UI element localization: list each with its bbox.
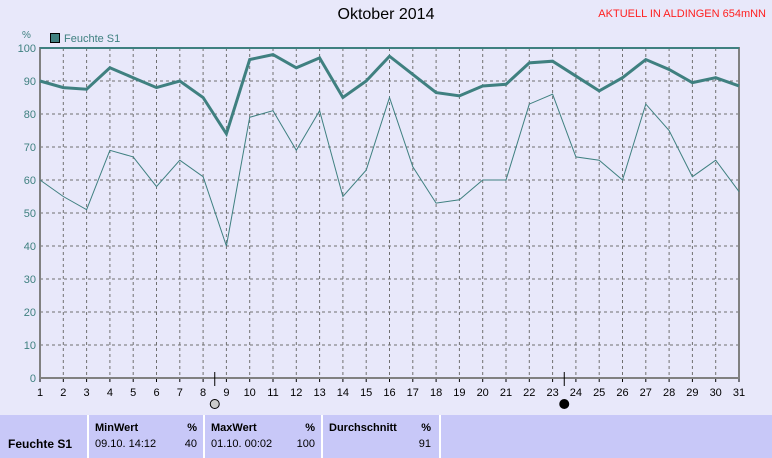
x-tick-label: 27 bbox=[640, 387, 652, 399]
x-tick-label: 18 bbox=[430, 387, 442, 399]
x-tick-label: 31 bbox=[733, 387, 745, 399]
y-tick-label: 0 bbox=[30, 373, 36, 385]
x-tick-label: 14 bbox=[337, 387, 349, 399]
x-tick-label: 2 bbox=[60, 387, 66, 399]
y-tick-label: 50 bbox=[24, 208, 36, 220]
x-tick-label: 29 bbox=[686, 387, 698, 399]
stats-table: Feuchte S1 MinWert% 09.10. 14:12 40 MaxWer… bbox=[0, 415, 772, 458]
legend-label: Feuchte S1 bbox=[64, 33, 120, 45]
full-moon-icon bbox=[209, 399, 220, 409]
x-tick-label: 8 bbox=[200, 387, 206, 399]
x-tick-label: 17 bbox=[407, 387, 419, 399]
y-tick-label: 20 bbox=[24, 307, 36, 319]
min-date: 09.10. 14:12 bbox=[95, 438, 157, 450]
x-tick-label: 21 bbox=[500, 387, 512, 399]
x-tick-label: 10 bbox=[244, 387, 256, 399]
max-date: 01.10. 00:02 bbox=[211, 438, 273, 450]
avg-unit: % bbox=[421, 422, 431, 434]
y-tick-label: 60 bbox=[24, 175, 36, 187]
y-axis-label: % bbox=[22, 30, 31, 41]
x-tick-label: 13 bbox=[313, 387, 325, 399]
x-tick-label: 5 bbox=[130, 387, 136, 399]
x-tick-label: 23 bbox=[546, 387, 558, 399]
y-tick-label: 80 bbox=[24, 109, 36, 121]
x-tick-label: 20 bbox=[477, 387, 489, 399]
min-unit: % bbox=[187, 422, 197, 434]
x-tick-label: 22 bbox=[523, 387, 535, 399]
min-value: 40 bbox=[184, 438, 197, 450]
legend-swatch bbox=[50, 33, 60, 43]
x-tick-label: 25 bbox=[593, 387, 605, 399]
x-tick-label: 24 bbox=[570, 387, 582, 399]
x-tick-label: 11 bbox=[267, 387, 278, 399]
min-cell: MinWert% 09.10. 14:12 40 bbox=[89, 415, 203, 458]
y-tick-label: 70 bbox=[24, 142, 36, 154]
x-tick-label: 4 bbox=[107, 387, 113, 399]
x-tick-label: 28 bbox=[663, 387, 675, 399]
x-tick-label: 12 bbox=[290, 387, 302, 399]
max-header: MaxWert bbox=[211, 422, 257, 434]
max-cell: MaxWert% 01.10. 00:02 100 bbox=[205, 415, 321, 458]
y-tick-label: 10 bbox=[24, 340, 36, 352]
min-header: MinWert bbox=[95, 422, 139, 434]
x-tick-label: 19 bbox=[453, 387, 465, 399]
avg-header: Durchschnitt bbox=[329, 422, 397, 434]
x-tick-label: 26 bbox=[616, 387, 628, 399]
x-tick-label: 3 bbox=[84, 387, 90, 399]
x-tick-label: 6 bbox=[153, 387, 159, 399]
empty-cell bbox=[441, 415, 772, 458]
max-value: 100 bbox=[296, 438, 315, 450]
x-tick-label: 9 bbox=[223, 387, 229, 399]
x-tick-label: 30 bbox=[710, 387, 722, 399]
chart-title: Oktober 2014 bbox=[337, 6, 435, 23]
x-tick-label: 16 bbox=[383, 387, 395, 399]
row-label: Feuchte S1 bbox=[8, 437, 73, 451]
row-label-cell: Feuchte S1 bbox=[0, 415, 87, 458]
y-tick-label: 30 bbox=[24, 274, 36, 286]
x-tick-label: 1 bbox=[37, 387, 43, 399]
max-unit: % bbox=[305, 422, 315, 434]
station-label: AKTUELL IN ALDINGEN 654mNN bbox=[598, 8, 766, 20]
x-tick-label: 15 bbox=[360, 387, 372, 399]
x-tick-label: 7 bbox=[177, 387, 183, 399]
avg-value: 91 bbox=[418, 438, 431, 450]
y-tick-label: 90 bbox=[24, 76, 36, 88]
avg-cell: Durchschnitt% 91 bbox=[323, 415, 439, 458]
y-tick-label: 40 bbox=[24, 241, 36, 253]
new-moon-icon bbox=[559, 399, 570, 409]
y-tick-label: 100 bbox=[18, 43, 36, 55]
